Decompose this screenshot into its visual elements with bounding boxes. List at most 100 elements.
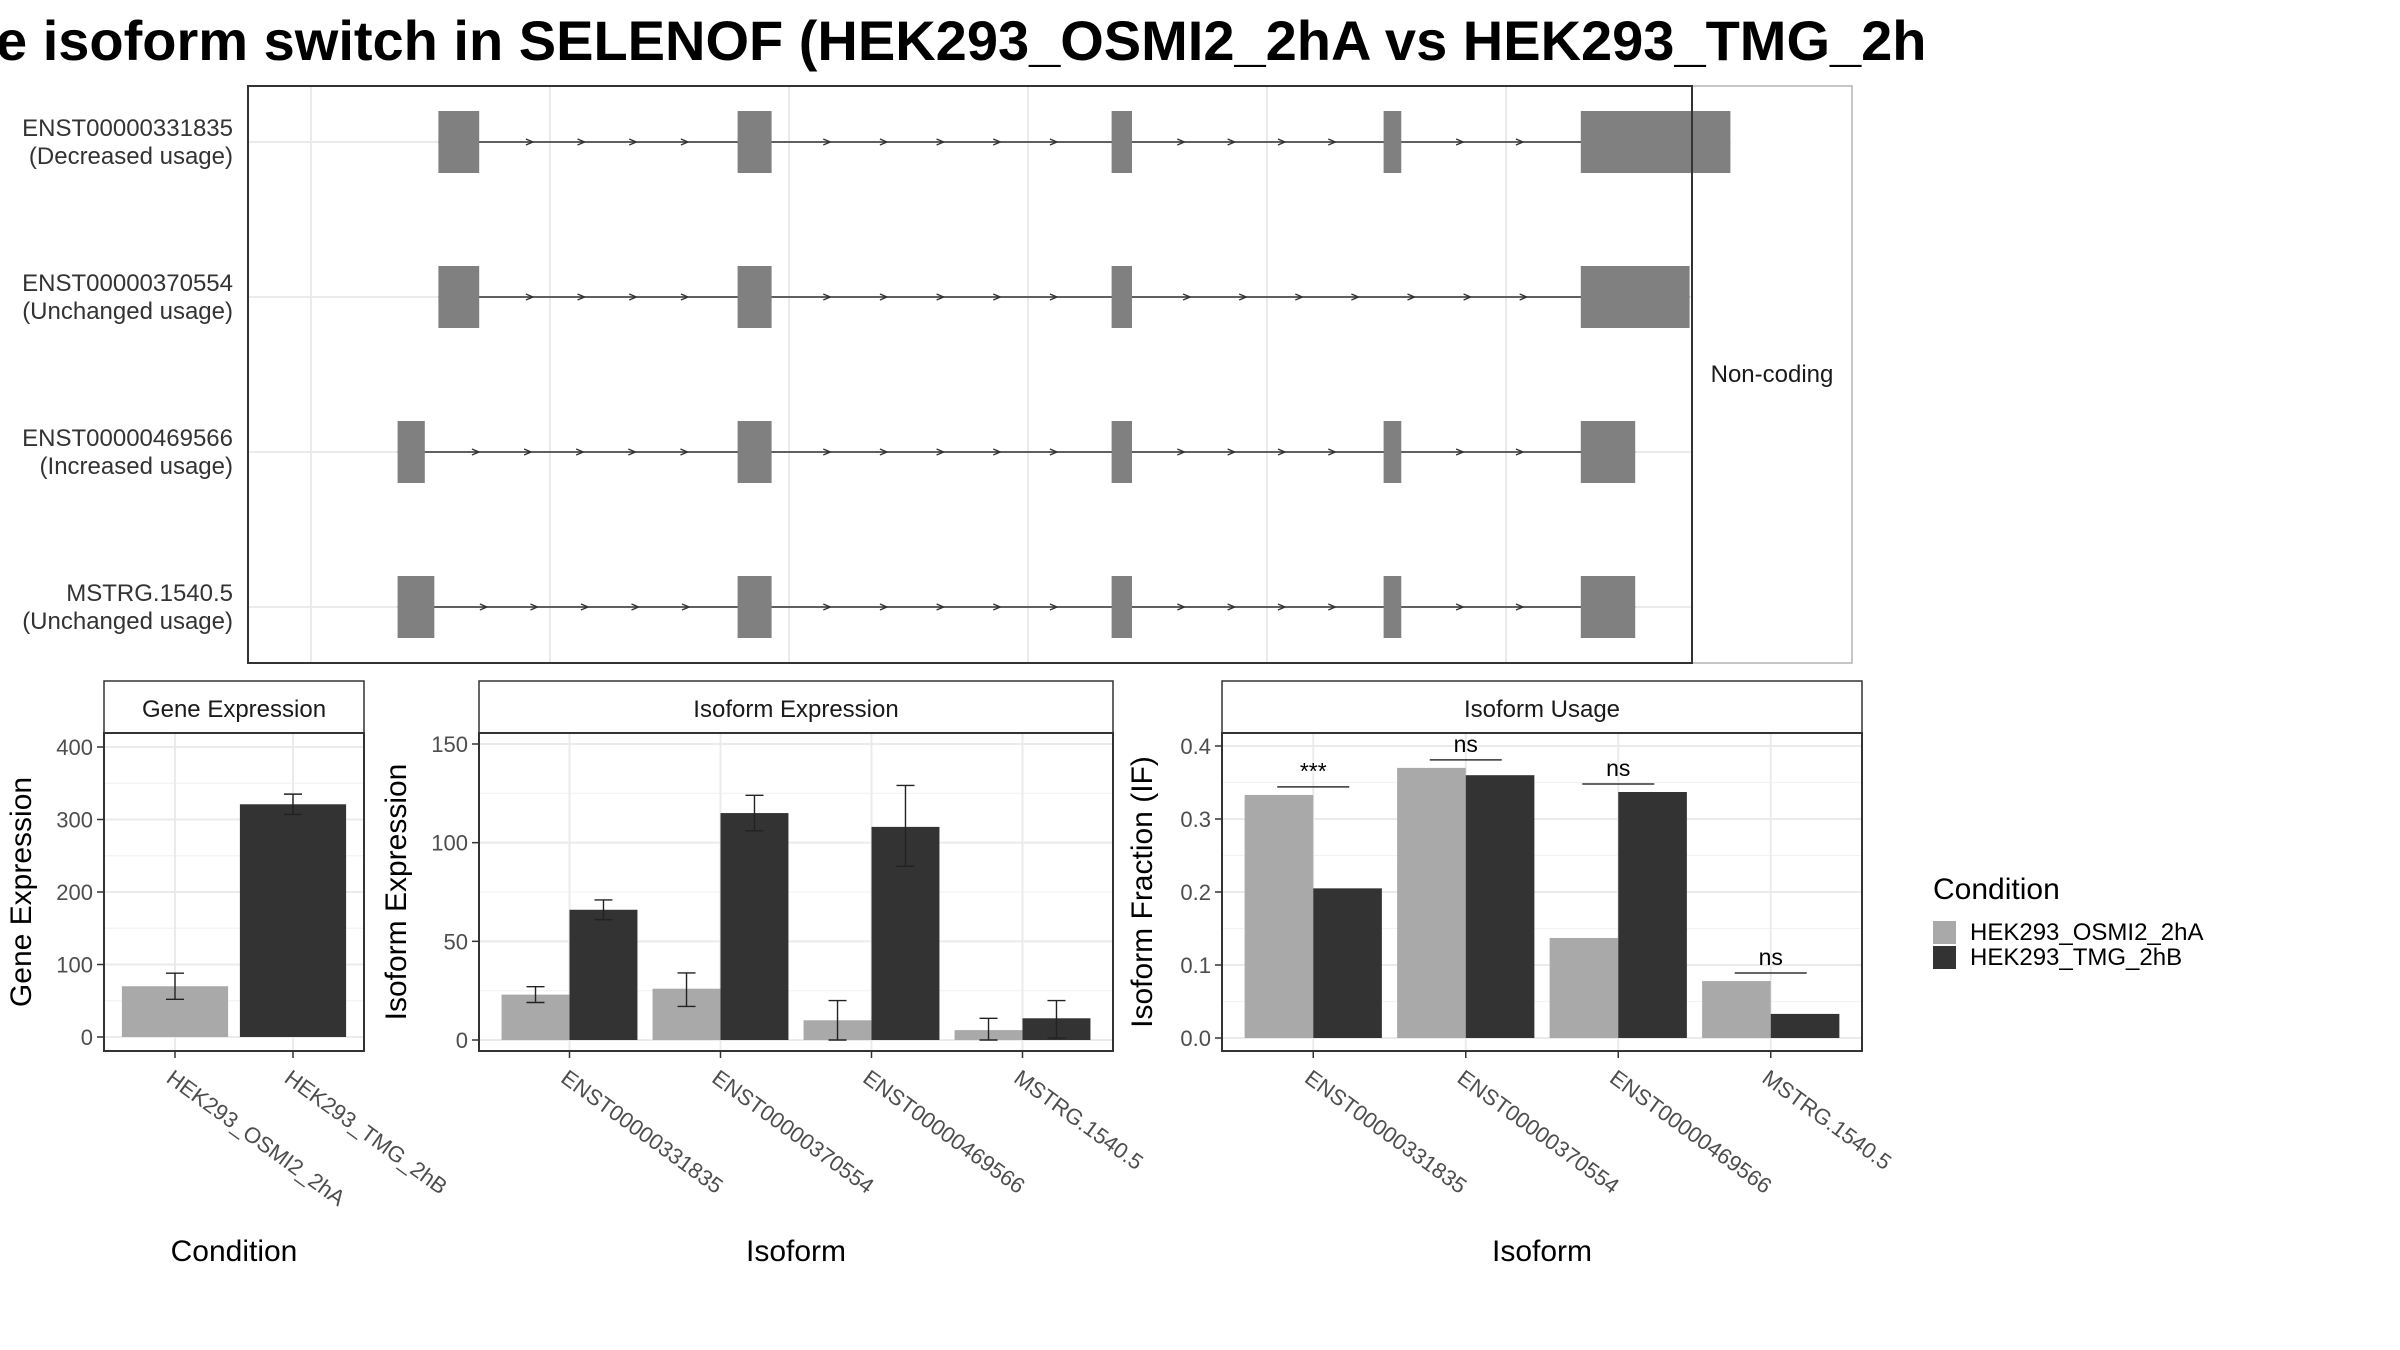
x-tick-label: MSTRG.1540.5 [1758, 1065, 1896, 1175]
direction-arrow [1049, 448, 1059, 456]
y-axis-title: Isoform Fraction (IF) [1126, 756, 1159, 1028]
isoform-expression-panel: Isoform Expression 0 50 100 150 ENST000003318… [380, 680, 1148, 1268]
facet-strip-label: Isoform Expression [693, 696, 898, 723]
legend-swatch-osmi [1933, 921, 1956, 944]
y-tick-label: 400 [56, 735, 93, 760]
exon-block [1111, 421, 1132, 483]
figure-title: e isoform switch in SELENOF (HEK293_OSMI… [0, 9, 1927, 72]
legend-title: Condition [1933, 873, 2060, 906]
bar-ENST00000331835-tmg [1313, 888, 1382, 1038]
exon-block [1111, 576, 1132, 638]
exon-block [397, 421, 425, 483]
y-tick-label: 0.3 [1180, 807, 1211, 832]
exon-block [1580, 421, 1636, 483]
bar-ENST00000370554-tmg [1465, 775, 1535, 1038]
exon-block [438, 266, 480, 328]
x-tick-label: ENST00000469566 [859, 1065, 1030, 1199]
direction-arrow [575, 448, 585, 456]
isoform-id-label: ENST00000469566 [22, 425, 233, 452]
direction-arrow [1515, 138, 1525, 146]
y-tick-label: 0 [456, 1028, 468, 1053]
facet-strip-label: Non-coding [1711, 361, 1834, 388]
significance-label: ns [1606, 755, 1630, 781]
direction-arrow [879, 293, 889, 301]
x-tick-label: ENST00000331835 [557, 1065, 728, 1199]
exon-block [737, 576, 772, 638]
direction-arrow [1049, 293, 1059, 301]
legend-swatch-tmg [1933, 946, 1956, 969]
direction-arrow [580, 603, 590, 611]
exon-block [1383, 111, 1402, 173]
direction-arrow [822, 448, 833, 456]
direction-arrow [1182, 293, 1192, 301]
exon-block [1383, 576, 1402, 638]
direction-arrow [525, 138, 535, 146]
exon-block [1383, 421, 1402, 483]
direction-arrow [681, 603, 691, 611]
legend-label: HEK293_TMG_2hB [1970, 944, 2182, 971]
facet-strip [103, 680, 365, 734]
direction-arrow [628, 138, 639, 146]
direction-arrow [992, 293, 1003, 301]
direction-arrow [936, 138, 946, 146]
y-tick-label: 100 [431, 831, 468, 856]
isoform-id-label: ENST00000331835 [22, 115, 233, 142]
direction-arrow [1328, 448, 1338, 456]
x-tick-label: ENST00000370554 [708, 1065, 879, 1199]
direction-arrow [523, 448, 533, 456]
direction-arrow [822, 603, 833, 611]
direction-arrow [992, 448, 1003, 456]
direction-arrow [936, 603, 946, 611]
panel-border [478, 732, 1114, 1052]
bar-MSTRG.1540.5-osmi [1702, 981, 1771, 1038]
panel-border [1221, 732, 1863, 1052]
direction-arrow [631, 603, 641, 611]
direction-arrow [680, 293, 690, 301]
facet-strip [1221, 680, 1863, 734]
exon-block [737, 111, 772, 173]
exon-block [1580, 266, 1690, 328]
direction-arrow [822, 138, 833, 146]
y-tick-label: 0.0 [1180, 1026, 1211, 1051]
direction-arrow [577, 138, 587, 146]
significance-label: *** [1300, 758, 1327, 784]
isoform-usage-label: (Unchanged usage) [22, 298, 233, 325]
direction-arrow [1515, 603, 1525, 611]
direction-arrow [1277, 138, 1287, 146]
significance-label: ns [1454, 731, 1478, 757]
x-tick-label: ENST00000469566 [1605, 1065, 1776, 1199]
direction-arrow [628, 293, 639, 301]
y-tick-label: 150 [431, 732, 468, 757]
direction-arrow [1277, 448, 1287, 456]
exon-block [438, 111, 480, 173]
isoform-usage-label: (Decreased usage) [29, 143, 233, 170]
facet-strip [478, 680, 1114, 734]
isoform-usage-label: (Increased usage) [40, 453, 233, 480]
direction-arrow [1455, 448, 1465, 456]
direction-arrow [1277, 603, 1287, 611]
direction-arrow [1049, 603, 1059, 611]
panel-border [103, 732, 365, 1052]
direction-arrow [1177, 603, 1187, 611]
direction-arrow [1227, 138, 1237, 146]
exon-block [1111, 266, 1132, 328]
exon-block [737, 266, 772, 328]
bar-ENST00000469566-osmi [1549, 937, 1619, 1038]
direction-arrow [1295, 293, 1305, 301]
panel-border [247, 85, 1693, 664]
direction-arrow [1515, 448, 1525, 456]
exon-block [737, 421, 772, 483]
isoform-id-label: MSTRG.1540.5 [66, 580, 233, 607]
facet-strip-label: Isoform Usage [1464, 696, 1620, 723]
bar-ENST00000370554-osmi [1397, 767, 1466, 1038]
x-tick-label: ENST00000370554 [1453, 1065, 1624, 1199]
direction-arrow [1227, 603, 1237, 611]
direction-arrow [936, 293, 946, 301]
exon-block [397, 576, 435, 638]
isoform-usage-label: (Unchanged usage) [22, 608, 233, 635]
isoform-id-label: ENST00000370554 [22, 270, 233, 297]
direction-arrow [525, 293, 535, 301]
direction-arrow [1238, 293, 1248, 301]
